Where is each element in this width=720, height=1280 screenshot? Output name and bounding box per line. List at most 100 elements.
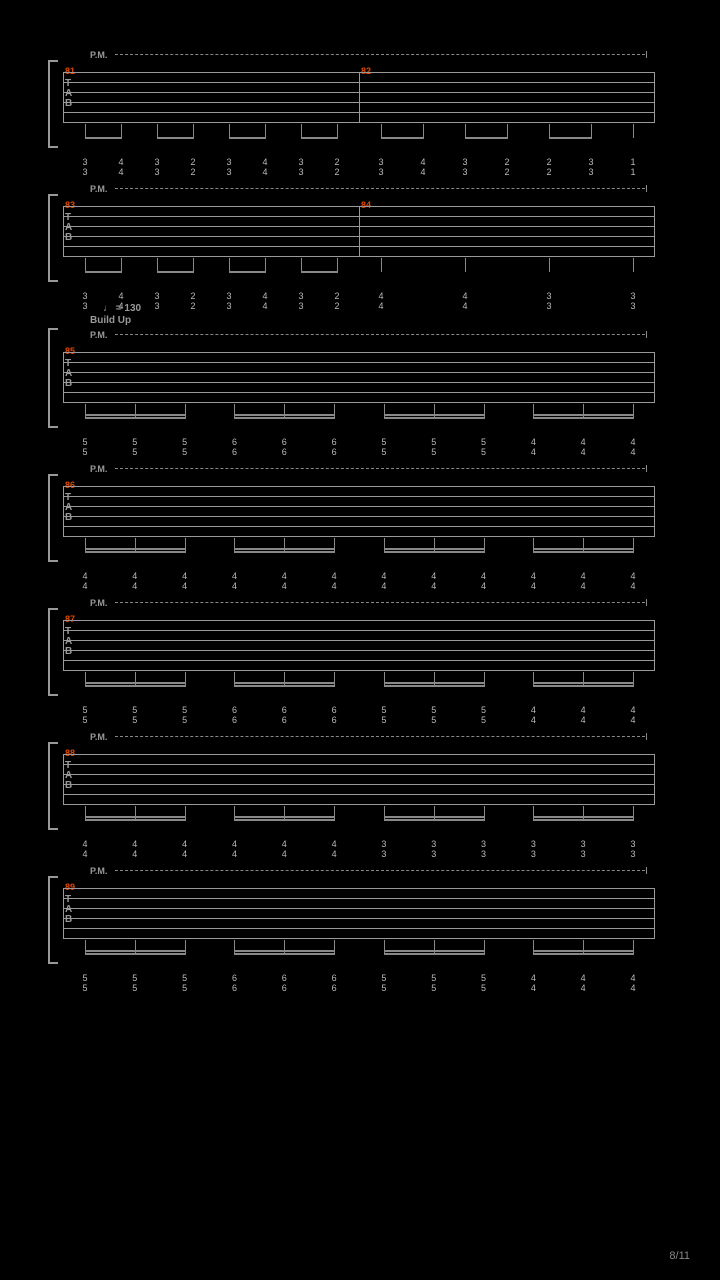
fret-number: 1 (627, 157, 639, 167)
fret-number (79, 281, 91, 291)
fret-number (278, 829, 290, 839)
fret-number: 4 (428, 571, 440, 581)
fret-number (417, 147, 429, 157)
tab-system: P.M.87TAB555555666666555555444444 (45, 598, 655, 694)
fret-number: 5 (378, 973, 390, 983)
fret-number (627, 963, 639, 973)
fret-number: 4 (278, 571, 290, 581)
fret-number: 6 (278, 973, 290, 983)
fret-number (459, 281, 471, 291)
tab-system: P.M.8384TAB334433223344332244443333 (45, 184, 655, 280)
note-stems (63, 672, 655, 694)
fret-number (129, 695, 141, 705)
fret-number: 4 (129, 571, 141, 581)
fret-number (577, 427, 589, 437)
fret-number: 5 (478, 447, 490, 457)
fret-number: 4 (259, 157, 271, 167)
fret-number: 6 (328, 437, 340, 447)
fret-number: 4 (417, 167, 429, 177)
fret-number (331, 147, 343, 157)
fret-number (428, 695, 440, 705)
fret-number: 4 (627, 973, 639, 983)
fret-number (79, 561, 91, 571)
fret-number: 5 (79, 983, 91, 993)
fret-number: 4 (129, 839, 141, 849)
fret-number: 4 (179, 849, 191, 859)
fret-number: 4 (627, 581, 639, 591)
tempo-marking: ♩ = 130 (103, 303, 141, 314)
fret-number: 4 (627, 571, 639, 581)
fret-number (328, 561, 340, 571)
fret-number (259, 147, 271, 157)
fret-number: 5 (129, 973, 141, 983)
fret-number: 6 (328, 973, 340, 983)
tab-system: P.M.88TAB444444444444333333333333 (45, 732, 655, 828)
fret-number: 4 (527, 571, 539, 581)
fret-number: 5 (378, 715, 390, 725)
fret-number: 5 (478, 983, 490, 993)
fret-number: 4 (527, 581, 539, 591)
fret-number (278, 963, 290, 973)
fret-number: 5 (428, 705, 440, 715)
fret-number: 5 (378, 705, 390, 715)
fret-number: 4 (627, 715, 639, 725)
tab-clef: TAB (65, 761, 72, 791)
fret-number (375, 147, 387, 157)
fret-number: 6 (278, 705, 290, 715)
fret-number (115, 281, 127, 291)
fret-number: 3 (151, 167, 163, 177)
fret-number: 4 (577, 715, 589, 725)
note-stems (63, 124, 655, 146)
fret-number (478, 427, 490, 437)
fret-number: 5 (129, 437, 141, 447)
tab-staff: TAB444444444444333333333333 (45, 754, 655, 804)
fret-number (129, 829, 141, 839)
fret-number: 5 (179, 983, 191, 993)
fret-number (179, 963, 191, 973)
fret-number (151, 281, 163, 291)
fret-number: 6 (328, 715, 340, 725)
fret-number: 4 (115, 157, 127, 167)
tab-staff: TAB555555666666555555444444 (45, 620, 655, 670)
fret-number: 4 (278, 849, 290, 859)
staff-area: 87TAB555555666666555555444444 (45, 598, 655, 694)
staff-area: 8384TAB334433223344332244443333 (45, 184, 655, 280)
fret-number: 4 (577, 705, 589, 715)
fret-number: 3 (627, 839, 639, 849)
fret-number (428, 427, 440, 437)
fret-number: 3 (577, 839, 589, 849)
fret-number (228, 561, 240, 571)
fret-number: 5 (129, 983, 141, 993)
fret-number: 5 (179, 715, 191, 725)
fret-number: 2 (331, 291, 343, 301)
fret-number: 4 (527, 973, 539, 983)
fret-number: 6 (278, 983, 290, 993)
fret-number: 6 (328, 705, 340, 715)
fret-number: 3 (627, 301, 639, 311)
fret-number: 4 (129, 581, 141, 591)
fret-number: 2 (187, 291, 199, 301)
fret-number: 4 (577, 447, 589, 457)
fret-number: 3 (459, 167, 471, 177)
fret-number (428, 963, 440, 973)
fret-number: 4 (527, 437, 539, 447)
tab-clef: TAB (65, 493, 72, 523)
staff-area: ♩ = 130Build Up85TAB55555566666655555544… (45, 318, 655, 426)
fret-number: 4 (478, 571, 490, 581)
fret-number: 5 (179, 705, 191, 715)
fret-number: 3 (527, 849, 539, 859)
fret-number: 3 (627, 291, 639, 301)
fret-number: 4 (79, 581, 91, 591)
fret-number (79, 829, 91, 839)
fret-number: 5 (129, 705, 141, 715)
fret-number: 2 (501, 167, 513, 177)
fret-number (223, 147, 235, 157)
fret-number: 3 (428, 849, 440, 859)
fret-number: 5 (79, 715, 91, 725)
fret-number: 3 (223, 157, 235, 167)
fret-number (577, 829, 589, 839)
fret-number (187, 147, 199, 157)
fret-number: 4 (459, 291, 471, 301)
fret-number: 2 (331, 157, 343, 167)
fret-number: 3 (223, 301, 235, 311)
